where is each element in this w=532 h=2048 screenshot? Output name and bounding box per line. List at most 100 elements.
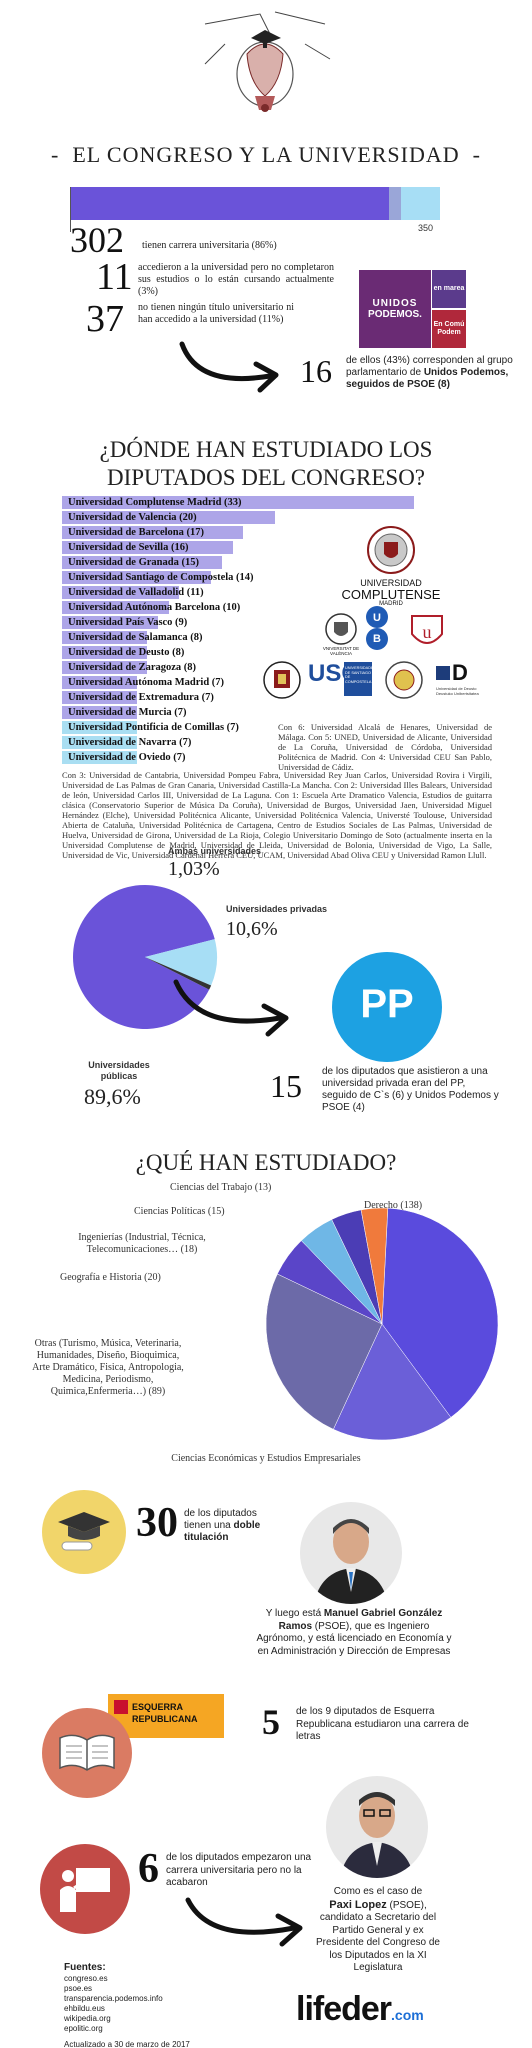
university-bar-label: Universidad de Deusto (8) [68, 647, 185, 658]
graduation-cap-icon [58, 1512, 110, 1551]
graduation-circle [42, 1490, 126, 1574]
complutense-line2: COMPLUTENSE [341, 587, 441, 602]
stat-11-number: 11 [96, 256, 133, 298]
lifeder-brand-suffix: .com [391, 2007, 424, 2023]
university-bar-label: Universidad Pontificia de Comillas (7) [68, 722, 239, 733]
source-item[interactable]: transparencia.podemos.info [64, 1994, 163, 2003]
podemos-number: 16 [300, 353, 332, 389]
where-title-line2: DIPUTADOS DEL CONGRESO? [106, 465, 426, 490]
studies-label-politicas: Ciencias Políticas (15) [134, 1206, 225, 1217]
paxi-text-pre: Como es el caso de [333, 1886, 423, 1897]
ub-circle-top-icon [366, 606, 388, 628]
podemos-logo: UNIDOS PODEMOS. [359, 270, 431, 348]
sources-list: congreso.es psoe.es transparencia.podemos.… [64, 1974, 190, 2034]
podemos-text-pre: de ellos (43%) corresponden al grupo par… [346, 355, 513, 378]
sevilla-crest-icon [385, 661, 423, 699]
source-item[interactable]: epolitic.org [64, 2024, 103, 2033]
university-bar [62, 631, 148, 644]
title-dash-left: - [51, 142, 73, 167]
paxi-text-bold: Paxi Lopez [329, 1898, 387, 1911]
manuel-text: Y luego está Manuel Gabriel González Ram… [256, 1608, 452, 1658]
valencia-logo-text: VNIVERSITAT DE VALÈNCIA [322, 646, 360, 656]
university-bar-label: Universidad Autónoma Barcelona (10) [68, 602, 241, 613]
deusto-logo-square [436, 666, 450, 680]
university-bar [62, 541, 233, 554]
double-text-bold: doble titulación [184, 1520, 261, 1543]
studies-label-trabajo: Ciencias del Trabajo (13) [170, 1182, 272, 1193]
manuel-portrait-icon [314, 1519, 388, 1604]
arrow-to-podemos-icon [179, 341, 279, 393]
erc-logo-line1: ESQUERRA [132, 1702, 184, 1712]
podemos-text-bold: Unidos Podemos [423, 367, 506, 378]
pie1-value-both: 1,03% [168, 858, 220, 880]
sources-block: Fuentes: congreso.es psoe.es transparencia… [64, 1962, 190, 2048]
paxi-text: Como es el caso de Paxi Lopez (PSOE), ca… [314, 1886, 442, 1975]
studies-pie-slice [381, 1207, 499, 1418]
valencia-logo: VNIVERSITAT DE VALÈNCIA [322, 612, 360, 656]
complutense-logo: UNIVERSIDAD COMPLUTENSE MADRID [332, 524, 450, 607]
main-title: - EL CONGRESO Y LA UNIVERSIDAD - [0, 142, 532, 168]
deusto-logo-letter: D [452, 660, 468, 685]
university-bar [62, 526, 244, 539]
university-bar [62, 616, 158, 629]
presentation-circle [40, 1844, 130, 1934]
podemos-logo-line1: UNIDOS [372, 298, 418, 309]
university-bar [62, 586, 180, 599]
university-bar-label: Universidad Complutense Madrid (33) [68, 497, 242, 508]
double-number: 30 [136, 1500, 178, 1546]
university-bar [62, 736, 137, 749]
paxi-portrait-icon [340, 1792, 414, 1878]
stat-37-number: 37 [86, 298, 124, 340]
source-item[interactable]: ehbildu.eus [64, 2004, 105, 2013]
university-bar [62, 571, 212, 584]
university-bar [62, 676, 137, 689]
double-text: de los diputados tienen una doble titula… [184, 1508, 284, 1544]
manuel-text-post: (PSOE), que es Ingeniero Agrónomo, y est… [256, 1620, 452, 1657]
university-bar-label: Universidad País Vasco (9) [68, 617, 188, 628]
comu-logo: En Comú Podem [432, 310, 466, 348]
source-item[interactable]: wikipedia.org [64, 2014, 111, 2023]
university-bar [62, 601, 169, 614]
paxi-text-post: (PSOE), candidato a Secretario del Parti… [316, 1899, 440, 1974]
deputies-bar [70, 187, 440, 220]
ub-letters: U B [373, 612, 381, 645]
studies-pie-slice [265, 1273, 383, 1430]
deusto-logo: D Universidad de Deusto Deustuko Unibert… [436, 662, 496, 702]
studies-label-geografia: Geografía e Historia (20) [60, 1272, 161, 1283]
university-bar [62, 511, 276, 524]
deusto-logo-sub: Universidad de Deusto Deustuko Unibertsi… [436, 686, 479, 696]
university-bar [62, 661, 148, 674]
updated-text: Actualizado a 30 de marzo de 2017 [64, 2040, 190, 2048]
granada-logo [262, 660, 302, 700]
studies-label-otras: Otras (Turismo, Música, Veterinaria, Hum… [32, 1338, 184, 1397]
lifeder-brand[interactable]: lifeder.com [296, 1990, 424, 2029]
university-bar [62, 691, 137, 704]
congress-lion-illustration [204, 11, 331, 112]
podemos-logo-line2: PODEMOS. [368, 309, 422, 320]
unfinished-number: 6 [138, 1846, 159, 1892]
source-item[interactable]: psoe.es [64, 1984, 93, 1993]
erc-star-icon [114, 1700, 128, 1714]
manuel-avatar [300, 1502, 402, 1604]
pie1-label-both: Ambas universidades [168, 846, 262, 856]
university-bar-label: Universidad de Salamanca (8) [68, 632, 203, 643]
presentation-icon [60, 1868, 110, 1912]
source-item[interactable]: congreso.es [64, 1974, 108, 1983]
book-circle [42, 1708, 132, 1798]
title-dash-right: - [459, 142, 481, 167]
erc-text: de los 9 diputados de Esquerra Republica… [296, 1706, 469, 1742]
pp-logo-text: PP [360, 982, 414, 1026]
double-text-pre: de los diputados tienen una [184, 1508, 257, 1531]
university-bar-label: Universidad Santiago de Compostela (14) [68, 572, 254, 583]
marea-logo: en marea [432, 270, 466, 308]
university-bar-label: Universidad de Granada (15) [68, 557, 199, 568]
ub-circle-bottom-icon [366, 628, 388, 650]
pie-slice-private [145, 939, 217, 986]
salamanca-logo: u [404, 612, 450, 652]
university-bar [62, 646, 148, 659]
stat-11-text: accedieron a la universidad pero no comp… [138, 262, 334, 297]
university-bar [62, 721, 137, 734]
university-bar-label: Universidad de Oviedo (7) [68, 752, 186, 763]
stat-302-text: tienen carrera universitaria (86%) [142, 240, 277, 251]
lifeder-brand-name: lifeder [296, 1990, 392, 2028]
